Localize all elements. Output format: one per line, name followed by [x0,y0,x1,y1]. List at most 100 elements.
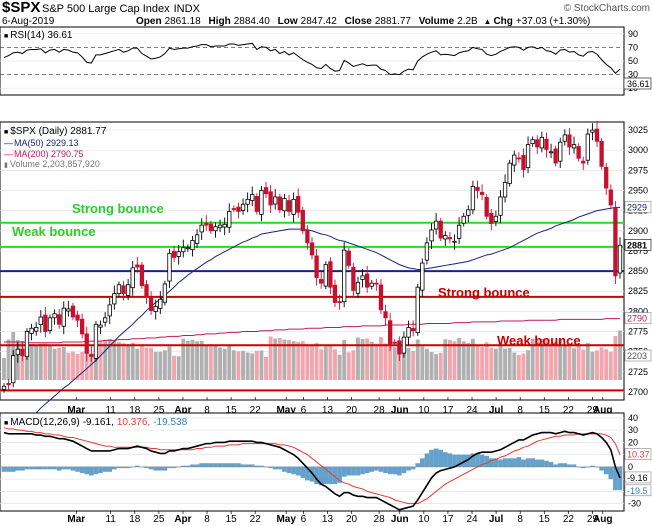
candle [374,278,379,291]
macd-histogram-bar [415,463,421,467]
price-tick-label: 2825 [628,286,648,296]
candle-body [148,296,154,311]
volume-bar [2,358,6,380]
candle-body [388,320,393,346]
volume-bar [576,345,581,380]
macd-histogram-bar [231,463,237,467]
date-label: 25 [153,514,165,525]
candle-body [452,240,457,243]
candle [323,261,328,290]
macd-histogram-bar [594,466,600,468]
candle [479,184,485,201]
macd-histogram-bar [6,466,11,472]
candle [61,301,66,335]
date-label: 28 [374,405,386,416]
date-label: 20 [346,405,358,416]
volume-bar [608,351,613,380]
candle [502,174,508,203]
candle-body [259,190,264,215]
candle [576,143,581,162]
candle [112,285,117,310]
macd-histogram-bar [158,466,163,471]
annotation-weak-bounce-red: Weak bounce [497,333,581,348]
candle-body [47,317,53,331]
candle [410,320,416,337]
date-label: 22 [563,514,575,525]
candle-body [162,283,168,303]
macd-histogram-bar [300,466,306,478]
macd-histogram-bar [125,466,131,469]
macd-histogram-bar [75,466,80,472]
macd-histogram-bar [576,466,581,468]
macd-histogram-bar [107,466,113,472]
candle [493,210,499,227]
candle [34,321,39,336]
macd-histogram-bar [525,458,531,467]
volume-bar [84,351,89,380]
volume-bar [516,355,521,380]
volume-bar [89,357,94,380]
candle [484,194,489,220]
candle [245,192,250,213]
price-right-label-text: 2790 [627,314,647,324]
candle-body [70,305,76,318]
candle [388,312,393,351]
macd-histogram-bar [360,466,365,475]
rsi-last-label: 36.61 [627,79,650,89]
candle-body [337,301,342,303]
candle-body [20,348,25,357]
volume-bar [153,351,158,380]
candle-body [43,314,48,332]
macd-histogram-bar [617,466,623,491]
candle-body [397,340,402,355]
candle-body [608,189,613,206]
candle [525,136,531,174]
candle [378,279,384,315]
volume-bar [498,346,503,380]
date-label: Mar [67,405,85,416]
date-label: 29 [587,514,599,525]
candle-body [282,198,287,212]
candle [240,198,246,215]
candle-body [433,220,439,230]
candle-body [493,215,499,222]
volume-bar [245,352,250,380]
candle [98,320,103,335]
macd-histogram-bar [84,466,90,475]
volume-bar [493,348,498,380]
macd-histogram-bar [254,465,260,467]
macd-histogram-bar [424,453,430,467]
candle-body [309,242,315,256]
candle [599,138,604,170]
candle-body [484,197,489,217]
macd-histogram-bar [562,463,568,467]
svg-text:▮Volume 2,203,857,920: ▮ Volume 2,203,857,920 [4,159,100,169]
macd-histogram-bar [590,465,595,467]
volume-bar [130,342,135,380]
candle-body [365,273,370,288]
volume-bar [231,350,236,380]
candle-body [176,251,181,257]
macd-histogram-bar [259,465,264,467]
volume-bar [282,339,287,380]
volume-bar [319,349,324,380]
candle [75,310,80,328]
macd-legend: ■ MACD(12,26,9) -9.161, 10.376, -19.538 [4,417,188,428]
candle [305,225,310,250]
rsi-legend: ■ RSI(14) 36.61 [4,30,73,41]
macd-histogram-bar [534,459,540,467]
candle-body [429,229,434,242]
candle [135,256,140,273]
macd-histogram-bar [401,466,407,474]
candle-body [236,206,241,212]
volume-bar [411,351,416,380]
candle [617,237,623,279]
volume-bar [392,347,397,380]
candle-body [516,157,522,160]
date-label: 11 [105,514,116,525]
macd-histogram-bar [52,466,57,470]
macd-histogram-bar [121,466,126,469]
candle [171,245,177,262]
macd-histogram-bar [236,463,241,467]
candle [397,336,402,361]
